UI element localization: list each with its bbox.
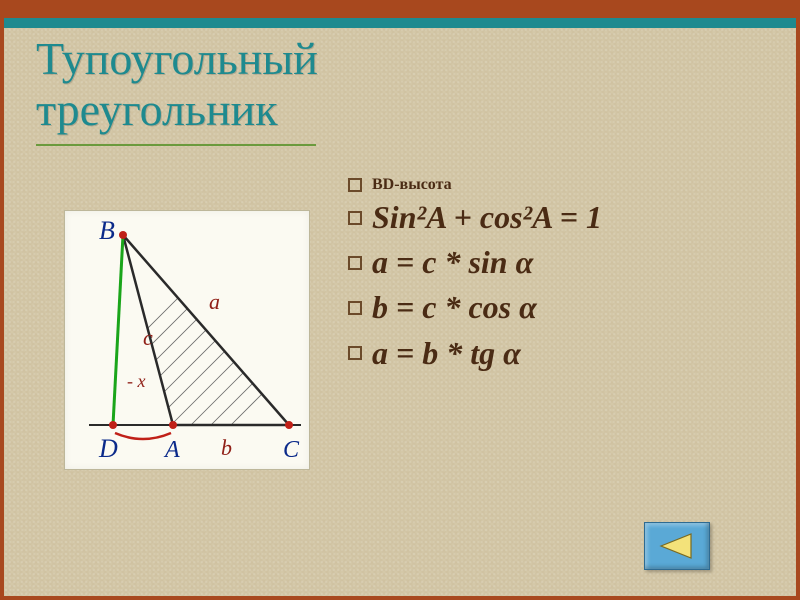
title-underline bbox=[36, 144, 316, 146]
formula-4: a = b * tg α bbox=[348, 332, 602, 375]
vertex-B-label: B bbox=[99, 216, 115, 245]
formula-1-text: Sin²A + cos²A = 1 bbox=[372, 199, 602, 235]
triangle-svg: B D A C a c b - x bbox=[65, 211, 311, 471]
nav-back-button[interactable] bbox=[644, 522, 710, 570]
formula-3: b = c * cos α bbox=[348, 286, 602, 329]
formula-3-text: b = c * cos α bbox=[372, 289, 537, 325]
title-line-1: Тупоугольный bbox=[36, 33, 318, 84]
side-c-label: c bbox=[143, 325, 153, 350]
neg-x-label: - x bbox=[127, 371, 145, 391]
formula-4-text: a = b * tg α bbox=[372, 335, 521, 371]
formula-1: Sin²A + cos²A = 1 bbox=[348, 196, 602, 239]
triangle-left-icon bbox=[657, 532, 697, 560]
formula-2: a = c * sin α bbox=[348, 241, 602, 284]
vertex-A-label: A bbox=[163, 437, 180, 463]
formula-2-text: a = c * sin α bbox=[372, 244, 533, 280]
side-b-label: b bbox=[221, 435, 232, 460]
vertex-D-label: D bbox=[98, 434, 118, 463]
caption-text: BD-высота bbox=[372, 176, 452, 193]
slide-frame-inner bbox=[4, 18, 796, 28]
triangle-diagram: B D A C a c b - x bbox=[64, 210, 310, 470]
side-a-label: a bbox=[209, 289, 220, 314]
vertex-C-label: C bbox=[283, 437, 300, 463]
title-line-2: треугольник bbox=[36, 84, 278, 135]
formula-list: BD-высота Sin²A + cos²A = 1 a = c * sin … bbox=[348, 176, 602, 377]
page-title: Тупоугольный треугольник bbox=[36, 34, 318, 135]
caption-item: BD-высота bbox=[348, 176, 602, 194]
